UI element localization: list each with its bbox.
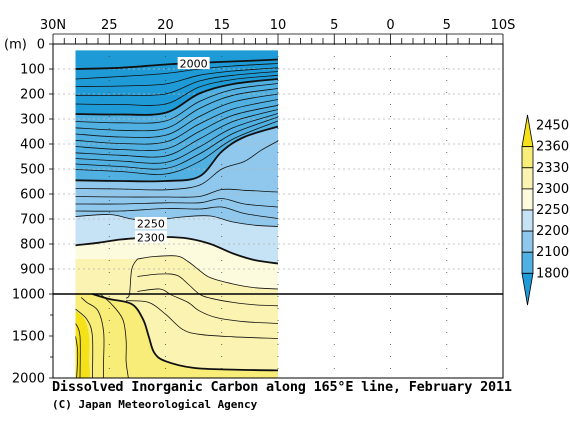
contour-label-bg-2250 bbox=[134, 217, 167, 229]
x-tick-label-6: 0 bbox=[386, 18, 394, 33]
contour-2345 bbox=[75, 308, 94, 378]
contour-2320 bbox=[137, 288, 278, 324]
contour-2190 bbox=[75, 120, 278, 175]
y-tick-label-200: 200 bbox=[20, 88, 45, 103]
y-tick-label-600: 600 bbox=[20, 188, 45, 203]
colorbar-label-1800: 1800 bbox=[536, 266, 569, 281]
contour-2140 bbox=[75, 99, 278, 145]
y-tick-label-1500: 1500 bbox=[12, 330, 45, 345]
colorbar-label-2360: 2360 bbox=[536, 140, 569, 155]
chart-title: Dissolved Inorganic Carbon along 165°E l… bbox=[52, 379, 512, 395]
contour-2210 bbox=[75, 140, 278, 191]
contour-2110 bbox=[75, 83, 278, 124]
colorbar: 2450 2360 2330 2300 2250 2200 2100 1800 bbox=[521, 114, 569, 306]
contour-2060 bbox=[75, 71, 278, 96]
colorbar-label-2300: 2300 bbox=[536, 182, 569, 197]
x-tick-label-5: 5 bbox=[330, 18, 338, 33]
x-tick-label-7: 5 bbox=[443, 18, 451, 33]
y-tick-label-1000: 1000 bbox=[12, 288, 45, 303]
y-tick-label-800: 800 bbox=[20, 238, 45, 253]
contour-2150 bbox=[75, 104, 278, 151]
colorbar-label-2200: 2200 bbox=[536, 224, 569, 239]
grid-lines bbox=[53, 44, 503, 378]
colorbar-seg-2 bbox=[521, 167, 534, 190]
y-tick-label-700: 700 bbox=[20, 213, 45, 228]
contour-label-2000: 2000 bbox=[180, 58, 208, 71]
contour-2340 bbox=[80, 297, 105, 378]
x-tick-label-1: 25 bbox=[101, 18, 118, 33]
colorbar-seg-1 bbox=[521, 146, 534, 169]
y-tick-label-2000: 2000 bbox=[12, 372, 45, 387]
contour-2100 bbox=[75, 78, 278, 116]
contour-2350 bbox=[75, 323, 81, 378]
contour-2250 bbox=[75, 214, 278, 227]
y-tick-label-0: 0 bbox=[37, 38, 45, 53]
fill-band-2 bbox=[75, 126, 278, 227]
x-tick-label-2: 20 bbox=[157, 18, 174, 33]
contour-2305 bbox=[137, 255, 278, 290]
chart-credit: (C) Japan Meteorological Agency bbox=[52, 398, 258, 411]
contour-2300 bbox=[75, 236, 278, 265]
colorbar-seg-6 bbox=[521, 251, 534, 274]
contour-2020 bbox=[75, 63, 278, 80]
fill-band-5 bbox=[75, 255, 278, 371]
y-axis: 0 100 200 300 400 500 600 700 800 900 1000 1500 2000… bbox=[4, 38, 53, 387]
contour-2325 bbox=[126, 300, 278, 339]
contour-lines bbox=[75, 58, 278, 378]
contour-2160 bbox=[75, 109, 278, 158]
contour-label-bg-2300 bbox=[134, 230, 167, 243]
contour-2330 bbox=[92, 293, 278, 372]
contour-label-2300: 2300 bbox=[137, 231, 165, 244]
colorbar-label-2250: 2250 bbox=[536, 203, 569, 218]
fill-band-4 bbox=[75, 236, 278, 289]
contour-2335 bbox=[100, 293, 129, 378]
x-axis: 30N 25 20 15 10 5 0 5 10S bbox=[40, 18, 516, 44]
y-tick-label-300: 300 bbox=[20, 113, 45, 128]
fill-band-3 bbox=[75, 214, 278, 264]
y-tick-label-100: 100 bbox=[20, 63, 45, 78]
colorbar-seg-0 bbox=[521, 114, 534, 148]
colorbar-seg-7 bbox=[521, 272, 534, 306]
contour-2180 bbox=[75, 116, 278, 170]
contour-label-2250: 2250 bbox=[137, 218, 165, 231]
contour-2355 bbox=[75, 335, 79, 378]
colorbar-label-2330: 2330 bbox=[536, 161, 569, 176]
fill-pocket-2360 bbox=[75, 310, 91, 378]
contour-2220 bbox=[75, 188, 278, 198]
y-tick-label-500: 500 bbox=[20, 163, 45, 178]
colorbar-seg-4 bbox=[521, 209, 534, 232]
x-tick-label-8: 10S bbox=[491, 18, 516, 33]
contour-2040 bbox=[75, 67, 278, 87]
y-tick-label-400: 400 bbox=[20, 138, 45, 153]
contour-2240 bbox=[75, 206, 278, 219]
contour-2310-edge bbox=[125, 258, 138, 299]
contour-2170 bbox=[75, 113, 278, 164]
y-tick-label-900: 900 bbox=[20, 263, 45, 278]
x-tick-label-0: 30N bbox=[40, 18, 66, 33]
x-tick-label-3: 15 bbox=[213, 18, 230, 33]
x-tick-label-4: 10 bbox=[270, 18, 287, 33]
contour-label-bg-2000 bbox=[177, 57, 210, 69]
contour-2200 bbox=[75, 125, 278, 183]
contour-2130 bbox=[75, 93, 278, 138]
colorbar-label-2100: 2100 bbox=[536, 245, 569, 260]
colorbar-label-2450: 2450 bbox=[536, 119, 569, 134]
contour-2230 bbox=[75, 198, 278, 208]
colorbar-seg-3 bbox=[521, 188, 534, 211]
contour-2120 bbox=[75, 88, 278, 132]
y-axis-unit: (m) bbox=[4, 38, 27, 53]
contour-2080 bbox=[75, 74, 278, 106]
colorbar-seg-5 bbox=[521, 230, 534, 253]
